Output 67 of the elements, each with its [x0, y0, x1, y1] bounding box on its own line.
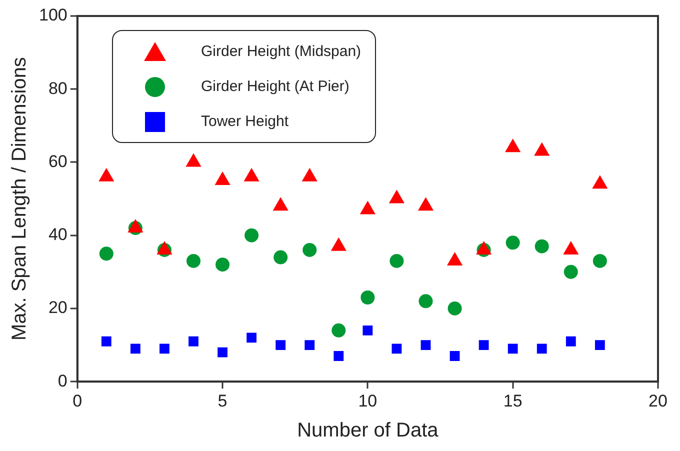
point	[244, 168, 260, 182]
point	[388, 190, 405, 204]
legend-label: Girder Height (Midspan)	[201, 43, 362, 60]
y-tick-label: 80	[48, 78, 68, 98]
point	[214, 172, 230, 186]
x-tick-label: 20	[648, 391, 668, 410]
y-tick-label: 60	[48, 152, 68, 171]
point	[536, 344, 547, 354]
point	[334, 351, 344, 361]
point	[476, 240, 492, 254]
point	[244, 228, 259, 242]
point	[274, 250, 288, 264]
point	[272, 197, 288, 211]
point	[450, 351, 460, 361]
x-tick-label: 5	[218, 391, 228, 410]
point	[418, 294, 433, 308]
y-axis-title: Max. Span Length / Dimensions	[8, 57, 31, 341]
point	[302, 242, 317, 257]
point	[534, 142, 550, 156]
point	[592, 254, 607, 268]
point	[246, 332, 257, 343]
point	[508, 344, 518, 354]
point	[302, 168, 318, 182]
point	[446, 252, 463, 266]
point	[218, 347, 228, 358]
point	[156, 240, 172, 254]
point	[534, 239, 549, 254]
point	[506, 236, 520, 250]
x-tick-label: 0	[72, 391, 82, 410]
y-tick-label: 40	[48, 225, 68, 244]
x-tick-label: 15	[503, 391, 522, 410]
point	[101, 336, 112, 346]
y-tick-label: 0	[58, 371, 68, 390]
y-tick-label: 20	[48, 298, 68, 318]
x-tick-label: 10	[358, 391, 378, 410]
point	[99, 246, 114, 261]
point	[276, 340, 286, 350]
point	[188, 336, 198, 346]
point	[130, 344, 140, 354]
legend-label: Tower Height	[201, 113, 289, 130]
point	[362, 325, 373, 336]
point	[332, 323, 346, 338]
point	[160, 344, 170, 354]
point	[360, 200, 376, 214]
point	[390, 254, 404, 268]
point	[186, 254, 200, 268]
point	[418, 197, 434, 211]
point	[216, 258, 230, 272]
point	[478, 340, 489, 350]
point	[330, 237, 346, 251]
point	[505, 138, 521, 152]
point	[186, 153, 202, 167]
point	[392, 344, 402, 354]
point	[564, 264, 578, 279]
point	[128, 219, 144, 233]
point	[98, 168, 114, 182]
point	[304, 340, 315, 350]
y-tick-label: 100	[38, 6, 68, 25]
x-axis-title: Number of Data	[297, 420, 440, 442]
point	[592, 175, 608, 189]
point	[566, 336, 576, 346]
legend-label: Girder Height (At Pier)	[201, 78, 350, 95]
point	[420, 340, 431, 350]
point	[448, 301, 462, 316]
point	[360, 290, 375, 305]
point	[563, 240, 579, 254]
point	[594, 340, 605, 350]
